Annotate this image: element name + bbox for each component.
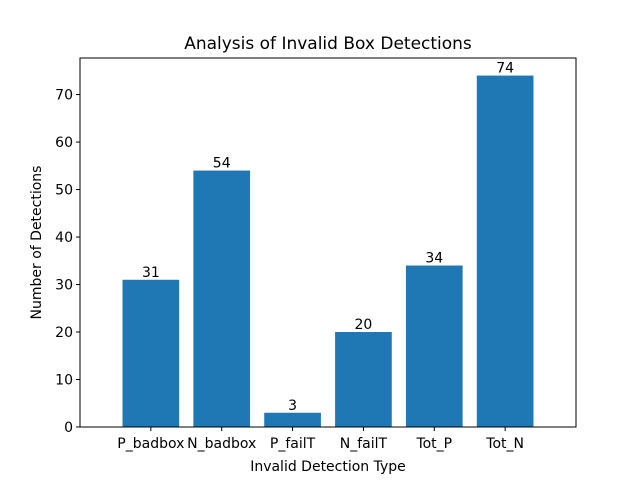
bar-tot-p — [405, 265, 463, 427]
y-tick-label: 0 — [64, 420, 73, 436]
y-axis-ticks: 0 10 20 30 40 50 60 70 — [55, 88, 80, 436]
y-tick-label: 20 — [55, 325, 73, 341]
bar-value-label: 3 — [288, 398, 297, 414]
y-tick-label: 10 — [55, 373, 73, 389]
y-axis-title: Number of Detections — [29, 166, 45, 320]
x-axis-ticks: P_badbox N_badbox P_failT N_failT Tot_P Tot_N — [117, 427, 524, 452]
bar-labels-group: 31 54 3 20 34 74 — [142, 61, 514, 414]
plot-frame — [79, 57, 577, 428]
x-tick-label: P_badbox — [117, 436, 184, 452]
bar-value-label: 54 — [213, 156, 231, 172]
x-tick-label: N_badbox — [187, 436, 256, 452]
bar-p-badbox — [122, 279, 180, 427]
chart-title: Analysis of Invalid Box Detections — [184, 34, 472, 54]
y-tick-label: 60 — [55, 135, 73, 151]
y-tick-label: 40 — [55, 230, 73, 246]
bar-tot-n — [476, 75, 534, 428]
y-tick-label: 30 — [55, 278, 73, 294]
bar-p-failt — [264, 412, 321, 427]
x-tick-label: Tot_P — [415, 436, 452, 452]
y-tick-label: 50 — [55, 183, 73, 199]
bars-group — [122, 75, 534, 428]
x-tick-label: P_failT — [270, 436, 316, 452]
bar-value-label: 74 — [496, 61, 514, 77]
bar-value-label: 34 — [425, 251, 443, 267]
bar-n-badbox — [193, 170, 251, 427]
y-tick-label: 70 — [55, 88, 73, 104]
x-tick-label: N_failT — [340, 436, 388, 452]
x-axis-title: Invalid Detection Type — [250, 459, 406, 475]
bar-value-label: 20 — [355, 317, 373, 333]
bar-n-failt — [335, 332, 392, 427]
bar-value-label: 31 — [142, 265, 160, 281]
x-tick-label: Tot_N — [485, 436, 524, 452]
